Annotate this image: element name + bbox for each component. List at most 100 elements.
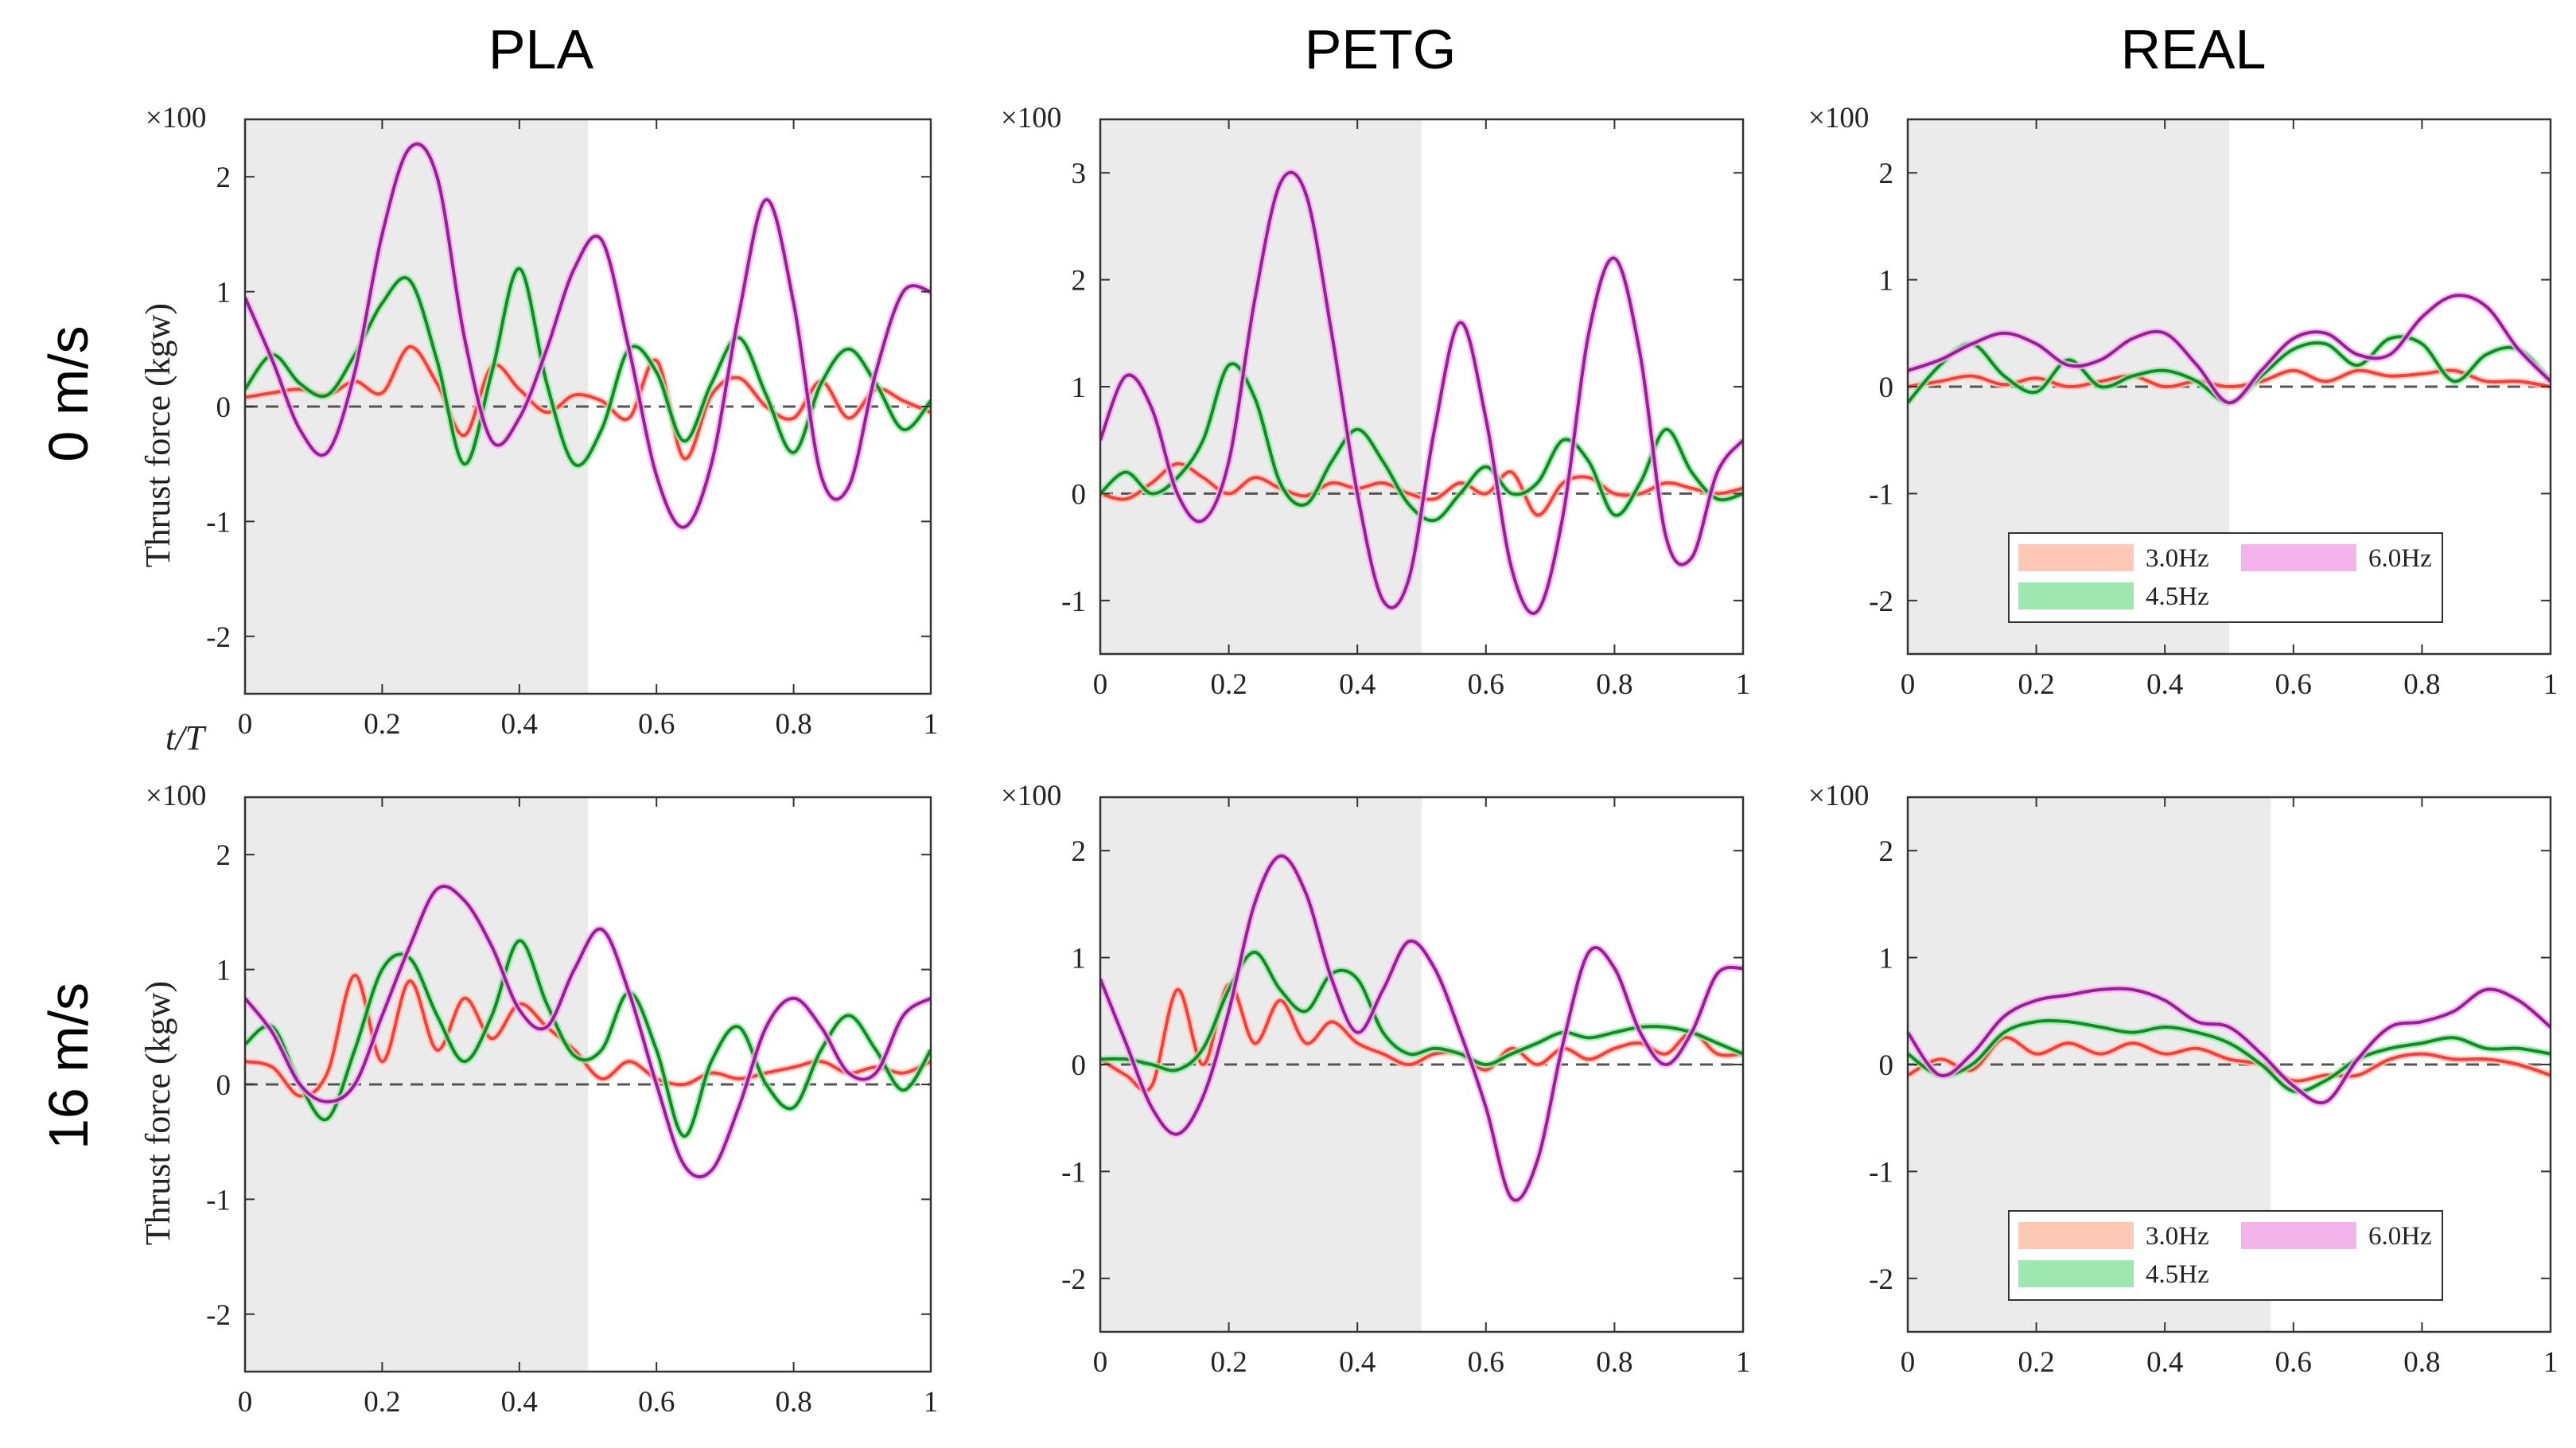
y-tick-label: -2 (1869, 586, 1893, 618)
y-tick-label: 2 (1072, 265, 1087, 298)
y-tick-label: 1 (1072, 943, 1087, 975)
x-tick-label: 0.2 (2018, 1346, 2054, 1379)
panel-pla-0ms: 0 0.2 0.4 0.6 0.8 1 -2 -1 0 1 2 ×100 Thrust force (k… (138, 102, 938, 757)
legend-label-4.5Hz: 4.5Hz (2146, 1260, 2209, 1289)
x-tick-label: 1 (924, 708, 939, 741)
y-multiplier: ×100 (1808, 102, 1869, 134)
x-tick-label: 0.6 (638, 708, 675, 741)
legend-swatch-6.0Hz (2241, 1222, 2356, 1249)
y-tick-label: -1 (1061, 586, 1086, 618)
x-tick-label: 0.8 (1596, 1346, 1632, 1379)
y-multiplier: ×100 (1001, 780, 1061, 812)
series-line-6.0Hz (1100, 170, 1743, 615)
y-tick-label: -2 (206, 621, 231, 654)
x-tick-label: 0 (1093, 1346, 1108, 1379)
y-tick-label: -2 (1869, 1263, 1893, 1296)
legend: 3.0Hz 6.0Hz 4.5Hz (2008, 1210, 2443, 1301)
y-tick-label: -2 (1061, 1263, 1086, 1296)
legend-label-3.0Hz: 3.0Hz (2146, 1222, 2209, 1251)
y-tick-label: -1 (206, 506, 231, 539)
x-tick-label: 0.2 (1210, 668, 1247, 701)
y-tick-label: 0 (1072, 478, 1087, 511)
col-title-petg: PETG (1305, 18, 1457, 80)
col-title-real: REAL (2121, 18, 2267, 80)
panel-real-16ms: 0 0.2 0.4 0.6 0.8 1 -2 -1 0 1 2 ×100 3.0Hz 6.0Hz 4.5Hz (1808, 780, 2558, 1379)
x-tick-label: 0 (1901, 1346, 1916, 1379)
x-tick-label: 0 (238, 708, 253, 741)
legend: 3.0Hz 6.0Hz 4.5Hz (2008, 532, 2443, 623)
y-tick-label: 1 (1879, 943, 1894, 975)
y-tick-label: 2 (1879, 158, 1894, 190)
x-tick-label: 0.8 (1596, 668, 1632, 701)
series-line-6.0Hz (245, 142, 931, 529)
y-tick-label: 2 (1072, 835, 1087, 868)
x-tick-label: 0 (1901, 668, 1916, 701)
y-tick-label: 1 (1072, 372, 1087, 404)
panel-real-0ms: 0 0.2 0.4 0.6 0.8 1 -2 -1 0 1 2 ×100 3.0Hz 6.0Hz 4.5Hz (1808, 102, 2558, 701)
panels: 0 0.2 0.4 0.6 0.8 1 -2 -1 0 1 2 ×100 Thrust force (k… (138, 102, 2558, 1419)
x-tick-label: 0.6 (1468, 668, 1504, 701)
x-tick-label: 1 (924, 1386, 939, 1419)
col-title-pla: PLA (488, 18, 594, 80)
legend-label-6.0Hz: 6.0Hz (2368, 1222, 2432, 1251)
y-tick-label: 0 (1072, 1049, 1087, 1082)
y-tick-label: 0 (1879, 1049, 1894, 1082)
x-tick-label: 0.2 (364, 708, 400, 741)
y-tick-label: 0 (1879, 372, 1894, 404)
y-multiplier: ×100 (1808, 780, 1869, 812)
x-tick-label: 0.4 (1339, 668, 1376, 701)
x-tick-label: 0.4 (501, 708, 538, 741)
x-tick-label: 1 (1736, 668, 1751, 701)
legend-swatch-4.5Hz (2018, 582, 2134, 609)
x-tick-label: 0.2 (2018, 668, 2054, 701)
legend-swatch-3.0Hz (2018, 1222, 2134, 1249)
y-tick-label: 2 (216, 839, 232, 872)
x-tick-label: 0.4 (2146, 1346, 2183, 1379)
y-tick-label: 1 (216, 277, 232, 309)
y-tick-label: 2 (1879, 835, 1894, 868)
x-tick-label: 0.8 (775, 708, 811, 741)
x-tick-label: 0.2 (1210, 1346, 1247, 1379)
series-line-4.5Hz (245, 267, 931, 468)
x-tick-label: 0.8 (2403, 1346, 2440, 1379)
y-multiplier: ×100 (146, 780, 206, 812)
y-tick-label: -2 (206, 1299, 231, 1332)
x-tick-label: 0.6 (1468, 1346, 1504, 1379)
series-line-3.0Hz (1908, 1036, 2551, 1083)
x-tick-label: 0.6 (2275, 668, 2312, 701)
y-tick-label: 2 (216, 162, 232, 194)
legend-swatch-6.0Hz (2241, 544, 2356, 571)
legend-swatch-3.0Hz (2018, 544, 2134, 571)
series-line-6.0Hz (1100, 854, 1743, 1202)
x-tick-label: 1 (2543, 668, 2558, 701)
y-tick-label: -1 (1061, 1156, 1086, 1189)
legend-label-6.0Hz: 6.0Hz (2368, 544, 2432, 573)
x-tick-label: 0.2 (364, 1386, 400, 1419)
x-tick-label: 0.8 (2403, 668, 2440, 701)
y-tick-label: 3 (1072, 158, 1087, 190)
y-axis-label: Thrust force (kgw) (138, 981, 177, 1245)
series-line-6.0Hz (1908, 987, 2551, 1105)
series-line-6.0Hz (245, 885, 931, 1179)
x-axis-label: t/T (165, 718, 207, 757)
x-tick-label: 1 (2543, 1346, 2558, 1379)
x-tick-label: 0.4 (501, 1386, 538, 1419)
x-tick-label: 0.6 (638, 1386, 675, 1419)
series-line-3.0Hz (245, 344, 931, 461)
y-tick-label: 0 (216, 391, 232, 424)
panel-pla-16ms: 0 0.2 0.4 0.6 0.8 1 -2 -1 0 1 2 ×100 Thrust force (k… (138, 780, 938, 1419)
x-tick-label: 1 (1736, 1346, 1751, 1379)
row-title-16ms: 16 m/s (37, 983, 99, 1150)
y-tick-label: 1 (1879, 265, 1894, 298)
series-line-4.5Hz (1908, 1018, 2551, 1094)
legend-label-4.5Hz: 4.5Hz (2146, 582, 2209, 611)
y-tick-label: -1 (1869, 478, 1893, 511)
y-multiplier: ×100 (146, 102, 206, 134)
x-tick-label: 0.6 (2275, 1346, 2312, 1379)
y-tick-label: 0 (216, 1069, 232, 1102)
series-line-4.5Hz (1100, 362, 1743, 523)
y-multiplier: ×100 (1001, 102, 1061, 134)
panel-petg-16ms: 0 0.2 0.4 0.6 0.8 1 -2 -1 0 1 2 ×100 (1001, 780, 1750, 1379)
x-tick-label: 0 (1093, 668, 1108, 701)
